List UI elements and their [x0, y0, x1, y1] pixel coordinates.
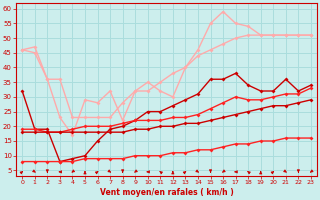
X-axis label: Vent moyen/en rafales ( km/h ): Vent moyen/en rafales ( km/h )	[100, 188, 234, 197]
